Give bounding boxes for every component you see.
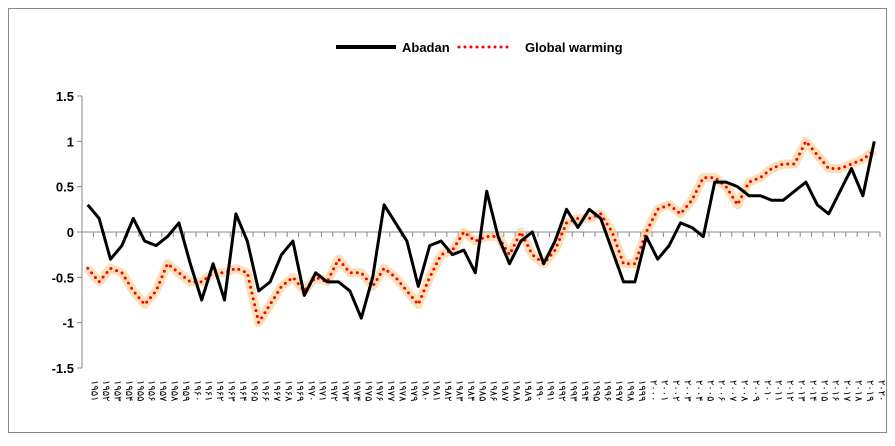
x-tick-label: ۱۹۸۵ (476, 380, 487, 401)
x-tick-label: ۲۰۱۱ (773, 380, 784, 401)
x-tick-label: ۱۹۶۰ (191, 380, 202, 401)
x-tick-label: ۱۹۹۲ (556, 380, 567, 401)
x-tick-label: ۱۹۷۱ (317, 380, 328, 401)
x-tick-label: ۱۹۹۵ (590, 380, 601, 401)
x-tick-label: ۱۹۸۱ (431, 380, 442, 401)
x-tick-label: ۱۹۹۶ (602, 380, 613, 401)
x-tick-label: ۱۹۵۱ (89, 380, 100, 401)
x-tick-label: ۱۹۹۳ (568, 380, 579, 402)
y-tick-label: 1.5 (56, 89, 74, 104)
x-tick-label: ۱۹۶۱ (203, 380, 214, 401)
x-tick-label: ۱۹۸۸ (511, 380, 522, 402)
x-tick-label: ۱۹۷۴ (351, 380, 362, 401)
x-tick-label: ۲۰۰۱ (659, 380, 670, 401)
x-tick-label: ۲۰۱۲ (784, 380, 795, 401)
x-tick-label: ۲۰۱۵ (818, 380, 829, 401)
x-tick-label: ۲۰۱۷ (841, 380, 852, 402)
x-tick-label: ۱۹۷۶ (374, 380, 385, 401)
x-tick-label: ۲۰۲۰ (875, 380, 886, 401)
x-tick-label: ۱۹۹۴ (579, 380, 590, 401)
x-tick-label: ۲۰۰۲ (670, 380, 681, 401)
x-tick-label: ۲۰۱۸ (853, 380, 864, 402)
x-tick-label: ۱۹۸۴ (465, 380, 476, 401)
y-tick-label: -1 (62, 316, 74, 331)
x-tick-label: ۱۹۹۸ (625, 380, 636, 402)
x-tick-label: ۱۹۹۱ (545, 380, 556, 401)
x-tick-label: ۱۹۷۷ (385, 380, 396, 402)
x-tick-label: ۲۰۰۰ (647, 380, 658, 401)
x-tick-label: ۲۰۰۳ (682, 380, 693, 402)
x-tick-label: ۱۹۶۴ (237, 380, 248, 401)
x-tick-label: ۱۹۶۶ (260, 380, 271, 401)
x-tick-label: ۲۰۱۳ (796, 380, 807, 402)
x-tick-label: ۱۹۸۹ (522, 380, 533, 401)
x-tick-label: ۱۹۶۵ (248, 380, 259, 401)
x-tick-label: ۱۹۵۵ (134, 380, 145, 401)
x-tick-label: ۱۹۵۴ (123, 380, 134, 401)
x-tick-label: ۱۹۷۹ (408, 380, 419, 401)
x-tick-label: ۲۰۰۷ (727, 380, 738, 402)
x-tick-label: ۲۰۱۴ (807, 380, 818, 401)
x-tick-label: ۱۹۶۳ (226, 380, 237, 402)
x-tick-label: ۱۹۶۲ (214, 380, 225, 401)
x-tick-label: ۲۰۱۶ (830, 380, 841, 401)
x-tick-label: ۲۰۰۹ (750, 380, 761, 401)
x-tick-label: ۱۹۷۰ (305, 380, 316, 401)
x-tick-label: ۱۹۸۷ (499, 380, 510, 402)
y-tick-label: -0.5 (52, 270, 74, 285)
line (86, 141, 876, 320)
y-tick-label: -1.5 (52, 361, 74, 376)
x-tick-label: ۱۹۸۰ (419, 380, 430, 401)
x-tick-label: ۱۹۶۹ (294, 380, 305, 401)
x-tick-label: ۱۹۹۰ (533, 380, 544, 401)
x-tick-label: ۱۹۸۲ (442, 380, 453, 401)
x-tick-label: ۱۹۷۲ (328, 380, 339, 401)
legend-label: Abadan (402, 40, 450, 55)
x-tick-label: ۱۹۶۸ (283, 380, 294, 402)
y-tick-label: 0 (67, 225, 74, 240)
x-tick-label: ۱۹۵۸ (169, 380, 180, 402)
x-tick-label: ۲۰۰۶ (716, 380, 727, 401)
x-tick-label: ۲۰۰۸ (739, 380, 750, 402)
x-tick-label: ۱۹۵۳ (112, 380, 123, 402)
chart-border (8, 8, 887, 433)
x-tick-label: ۱۹۹۷ (613, 380, 624, 402)
y-tick-label: 0.5 (56, 180, 74, 195)
x-tick-label: ۱۹۷۳ (340, 380, 351, 402)
x-tick-label: ۱۹۸۳ (454, 380, 465, 402)
x-tick-label: ۱۹۵۲ (100, 380, 111, 401)
x-tick-label: ۲۰۰۵ (704, 380, 715, 401)
x-tick-label: ۱۹۶۷ (271, 380, 282, 402)
legend-label: Global warming (525, 40, 623, 55)
x-tick-label: ۱۹۹۹ (636, 380, 647, 401)
x-tick-label: ۲۰۰۴ (693, 380, 704, 401)
x-tick-label: ۱۹۷۸ (397, 380, 408, 402)
x-tick-label: ۲۰۱۰ (761, 380, 772, 401)
x-tick-label: ۱۹۵۹ (180, 380, 191, 401)
x-tick-label: ۱۹۵۶ (146, 380, 157, 401)
x-tick-label: ۲۰۱۹ (864, 380, 875, 401)
x-tick-label: ۱۹۸۶ (488, 380, 499, 401)
x-tick-label: ۱۹۷۵ (362, 380, 373, 401)
y-tick-label: 1 (67, 134, 74, 149)
x-tick-label: ۱۹۵۷ (157, 380, 168, 402)
